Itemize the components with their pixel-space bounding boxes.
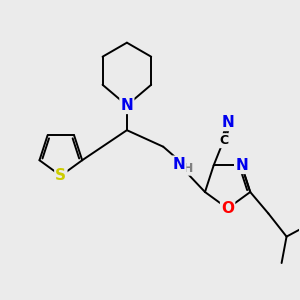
Text: N: N — [121, 98, 133, 113]
Text: N: N — [222, 115, 235, 130]
Text: N: N — [172, 157, 185, 172]
Text: C: C — [219, 134, 228, 147]
Text: O: O — [221, 201, 234, 216]
Text: N: N — [235, 158, 248, 173]
Text: H: H — [183, 162, 193, 175]
Text: S: S — [55, 168, 66, 183]
